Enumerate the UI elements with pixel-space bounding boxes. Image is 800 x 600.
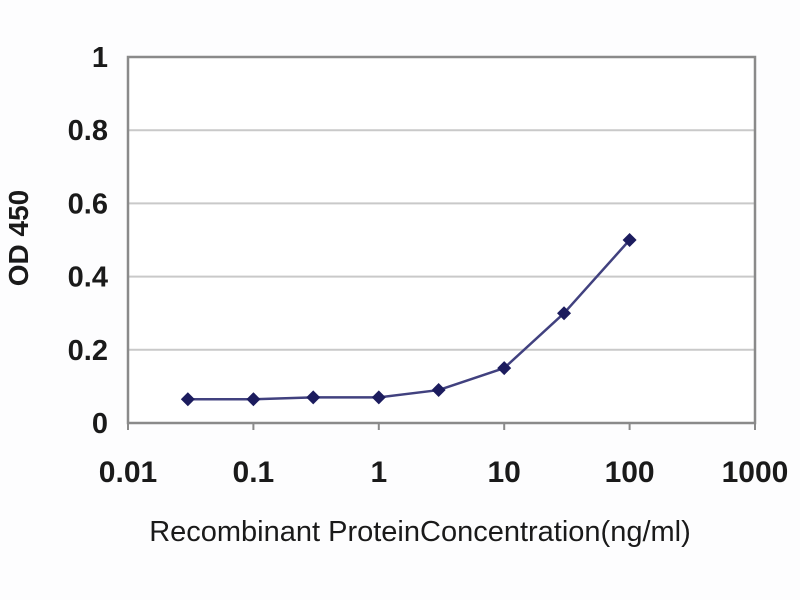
data-point-marker [622, 233, 637, 247]
x-tick-label: 100 [605, 456, 655, 489]
y-tick-label: 0.2 [68, 335, 108, 367]
data-point-marker [246, 392, 261, 407]
x-tick-label: 1000 [722, 456, 789, 489]
data-point-marker [431, 383, 446, 398]
y-tick-label: 0.6 [68, 188, 108, 220]
x-tick-label: 0.1 [233, 456, 275, 489]
data-point-marker [371, 390, 386, 405]
x-tick-label: 10 [488, 456, 521, 489]
x-axis-title: Recombinant ProteinConcentration(ng/ml) [149, 516, 691, 548]
plot-area [128, 57, 755, 423]
x-tick-label: 0.01 [99, 456, 157, 489]
y-axis-title: OD 450 [3, 189, 34, 287]
y-tick-label: 0.8 [68, 115, 108, 147]
data-point-marker [557, 306, 572, 321]
data-point-marker [497, 361, 512, 376]
y-tick-label: 0 [92, 408, 108, 440]
data-point-marker [180, 392, 195, 407]
series-line [186, 238, 631, 401]
plot-frame [126, 55, 757, 425]
x-tick-label: 1 [370, 456, 387, 489]
y-tick-label: 0.4 [68, 262, 108, 294]
y-tick-label: 1 [92, 42, 108, 74]
data-point-marker [306, 390, 321, 405]
